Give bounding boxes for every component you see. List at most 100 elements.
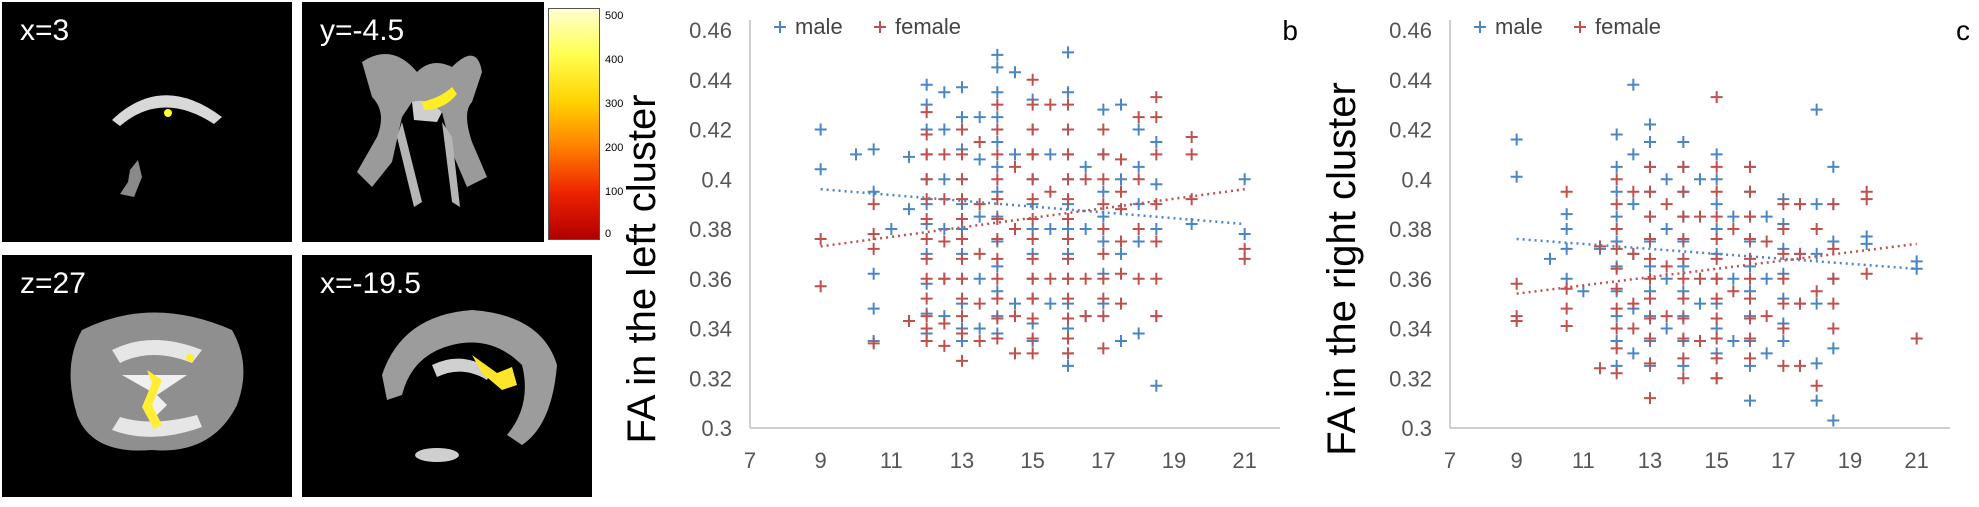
y-tick-label: 0.4: [701, 167, 732, 192]
data-point: [1062, 347, 1074, 360]
data-point: [814, 123, 827, 136]
data-point: [1062, 173, 1074, 186]
data-point: [1026, 73, 1039, 86]
data-point: [1062, 46, 1074, 59]
data-point: [814, 280, 827, 293]
slice-panel-x3: x=3: [2, 2, 292, 242]
data-point: [1827, 414, 1840, 427]
data-point: [1727, 223, 1740, 235]
data-point: [1710, 272, 1723, 285]
data-point: [1644, 332, 1656, 345]
data-point: [1677, 312, 1690, 325]
data-point: [956, 111, 968, 124]
data-point: [1115, 173, 1127, 186]
data-point: [1510, 133, 1523, 146]
data-point: [1132, 272, 1145, 285]
data-point: [1710, 232, 1723, 245]
data-point: [1710, 148, 1723, 161]
data-point: [1610, 185, 1623, 198]
data-point: [1627, 198, 1640, 211]
x-tick-label: 7: [1444, 448, 1456, 473]
data-point: [1132, 223, 1145, 235]
data-point: [814, 232, 827, 245]
data-point: [1062, 123, 1074, 136]
data-point: [991, 160, 1004, 173]
data-point: [1610, 223, 1623, 235]
data-point: [973, 247, 986, 260]
data-point: [1560, 282, 1573, 295]
data-point: [956, 252, 968, 265]
data-point: [991, 48, 1004, 61]
colorbar-tick: 400: [605, 54, 624, 66]
data-point: [938, 123, 951, 136]
data-point: [1577, 285, 1590, 298]
data-point: [1760, 210, 1773, 223]
data-point: [1677, 135, 1690, 148]
data-point: [938, 339, 951, 352]
legend-label: female: [895, 14, 961, 39]
data-point: [814, 163, 827, 176]
data-point: [956, 292, 968, 305]
data-point: [1677, 372, 1690, 385]
data-point: [938, 317, 951, 330]
data-point: [1097, 103, 1110, 116]
x-tick-label: 15: [1020, 448, 1044, 473]
data-point: [991, 252, 1004, 265]
x-tick-label: 17: [1091, 448, 1115, 473]
data-point: [1185, 130, 1198, 143]
data-point: [1132, 160, 1145, 173]
data-point: [1677, 210, 1690, 223]
data-point: [938, 223, 951, 235]
data-point: [1694, 210, 1706, 223]
slice-x-19-5-image: [382, 310, 557, 462]
data-point: [1026, 173, 1039, 186]
data-point: [1062, 86, 1074, 99]
data-point: [920, 213, 933, 226]
data-point: [1115, 235, 1127, 248]
data-point: [1079, 223, 1092, 235]
data-point: [1677, 185, 1690, 198]
data-point: [1610, 302, 1623, 315]
data-point: [973, 198, 986, 211]
data-point: [1097, 185, 1110, 198]
data-point: [1097, 247, 1110, 260]
colorbar-tick: 100: [605, 186, 624, 198]
data-point: [1594, 362, 1606, 375]
data-point: [1560, 242, 1573, 255]
data-point: [1610, 198, 1623, 211]
data-point: [920, 193, 933, 206]
data-point: [938, 173, 951, 186]
data-point: [1660, 198, 1673, 211]
data-point: [1097, 173, 1110, 186]
panel-letter: b: [1282, 15, 1298, 46]
data-point: [1710, 210, 1723, 223]
scatter-b-svg: FA in the left cluster 0.3 0.32 0.34 0.36 0.3…: [620, 14, 1298, 473]
slice-label: z=27: [20, 267, 86, 300]
trendline-male: [1516, 237, 1917, 271]
data-point: [1827, 342, 1840, 355]
data-point: [1760, 272, 1773, 285]
data-point: [1062, 232, 1074, 245]
data-point: [1710, 332, 1723, 345]
data-point: [1026, 213, 1039, 226]
data-point: [920, 252, 933, 265]
data-point: [1660, 223, 1673, 235]
data-point: [991, 135, 1004, 148]
y-tick-label: 0.46: [1389, 18, 1432, 43]
legend-label: male: [795, 14, 843, 39]
data-point: [1510, 170, 1523, 183]
x-tick-label: 19: [1838, 448, 1862, 473]
legend-label: male: [1495, 14, 1543, 39]
data-point: [1760, 235, 1773, 248]
data-point: [973, 322, 986, 335]
data-point: [1062, 213, 1074, 226]
data-point: [1710, 372, 1723, 385]
data-point: [920, 148, 933, 161]
data-point: [1115, 267, 1127, 280]
data-point: [1677, 272, 1690, 285]
data-point: [920, 292, 933, 305]
data-point: [1150, 310, 1163, 323]
data-point: [1644, 135, 1656, 148]
x-tick-label: 21: [1904, 448, 1928, 473]
data-point: [956, 272, 968, 285]
